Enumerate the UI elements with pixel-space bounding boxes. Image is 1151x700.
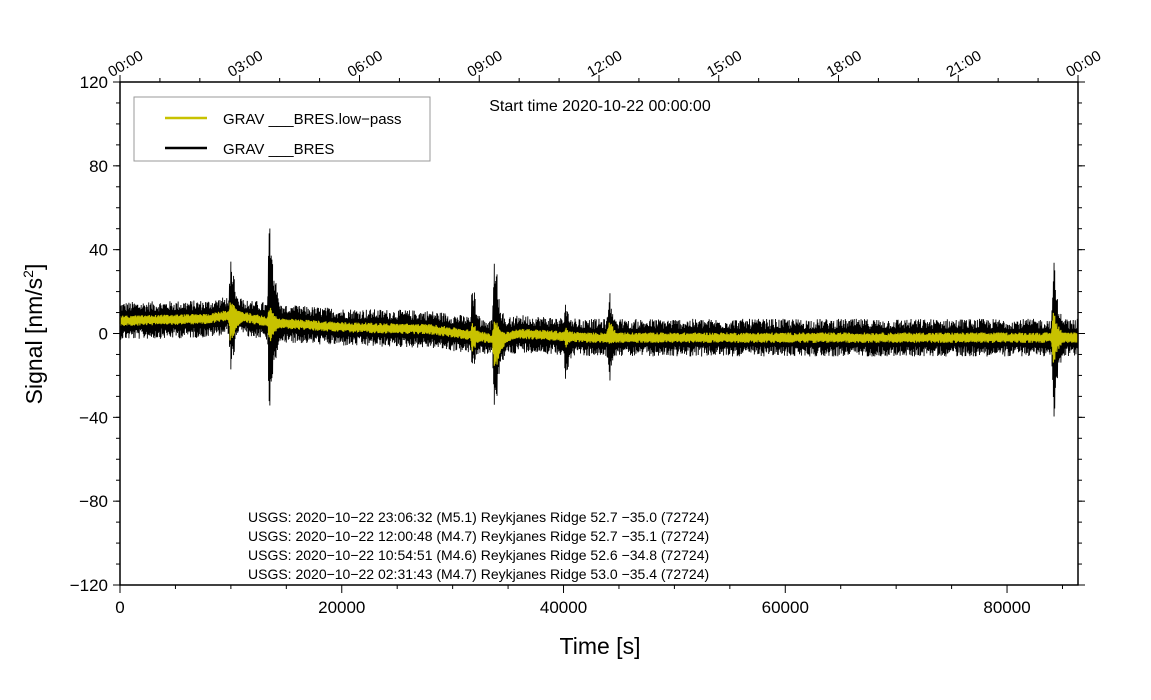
series-trace [119, 302, 1079, 366]
top-tick-label: 15:00 [704, 47, 745, 80]
top-tick-label: 09:00 [464, 47, 505, 80]
series-lowpass [119, 302, 1079, 366]
y-tick-label: 80 [89, 157, 108, 176]
start-time-label: Start time 2020-10-22 00:00:00 [489, 98, 711, 115]
event-annotation: USGS: 2020−10−22 12:00:48 (M4.7) Reykjan… [248, 528, 709, 544]
series-layer [119, 228, 1079, 417]
y-tick-label: 40 [89, 241, 108, 260]
event-annotations: USGS: 2020−10−22 23:06:32 (M5.1) Reykjan… [248, 509, 709, 582]
x-tick-label: 0 [115, 598, 124, 617]
x-tick-label: 20000 [318, 598, 365, 617]
x-tick-label: 60000 [762, 598, 809, 617]
top-tick-label: 12:00 [584, 47, 625, 80]
y-tick-label: 0 [99, 325, 108, 344]
y-tick-label: 120 [80, 73, 108, 92]
y-tick-label: −80 [79, 492, 108, 511]
event-annotation: USGS: 2020−10−22 02:31:43 (M4.7) Reykjan… [248, 566, 709, 582]
legend-label-raw: GRAV ___BRES [223, 141, 334, 158]
legend: GRAV ___BRES.low−pass GRAV ___BRES [133, 96, 431, 162]
event-annotation: USGS: 2020−10−22 23:06:32 (M5.1) Reykjan… [248, 509, 709, 525]
top-tick-label: 00:00 [1063, 47, 1104, 80]
x-tick-label: 40000 [540, 598, 587, 617]
y-axis-title-main: Signal [nm/s [21, 278, 47, 405]
legend-box [133, 96, 431, 162]
y-tick-label: −40 [79, 408, 108, 427]
top-tick-label: 18:00 [824, 47, 865, 80]
x-axis-title: Time [s] [560, 633, 641, 659]
event-annotation: USGS: 2020−10−22 10:54:51 (M4.6) Reykjan… [248, 547, 709, 563]
y-axis-title-superscript: 2 [20, 270, 36, 278]
y-axis-title: Signal [nm/s2] [20, 264, 47, 405]
y-tick-label: −120 [70, 576, 108, 595]
x-tick-label: 80000 [983, 598, 1030, 617]
top-tick-label: 03:00 [225, 47, 266, 80]
y-axis-title-end: ] [21, 264, 47, 270]
legend-label-lowpass: GRAV ___BRES.low−pass [223, 111, 402, 128]
top-tick-label: 21:00 [943, 47, 984, 80]
top-tick-label: 00:00 [105, 47, 146, 80]
top-tick-label: 06:00 [345, 47, 386, 80]
